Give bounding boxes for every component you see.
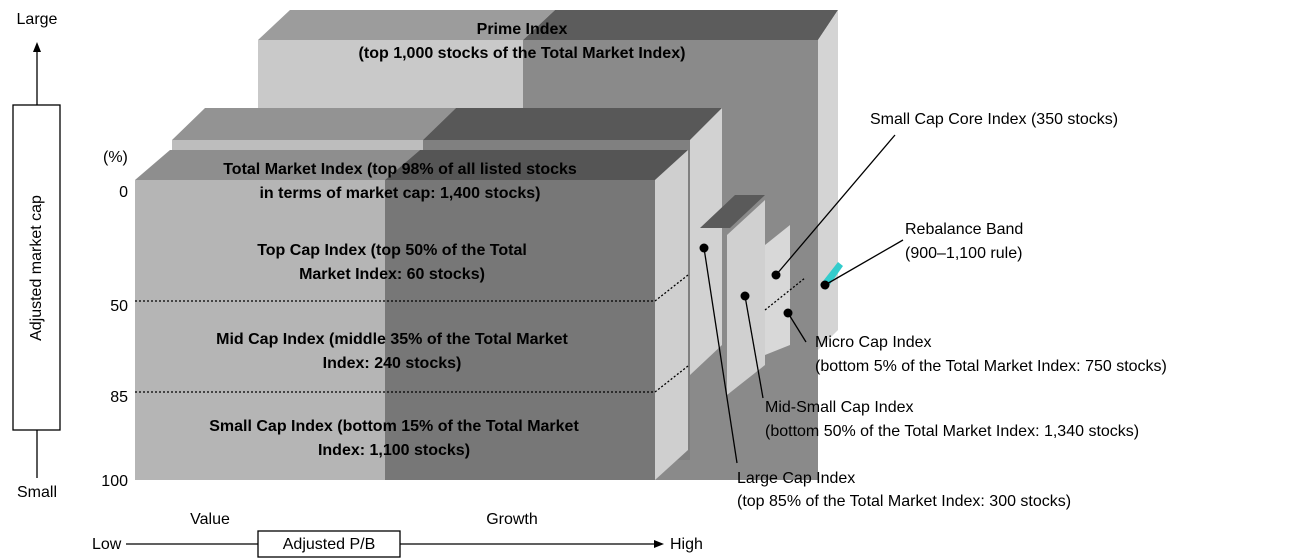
total-market-line: Total Market Index (top 98% of all liste… [223, 161, 577, 178]
axis-low: Low [92, 536, 122, 553]
axis-growth: Growth [486, 511, 538, 528]
prime-desc: (top 1,000 stocks of the Total Market In… [359, 45, 686, 62]
tick-label: 50 [110, 298, 128, 315]
mid-cap-line: Mid Cap Index (middle 35% of the Total M… [216, 331, 568, 348]
small-cap-line: Index: 1,100 stocks) [318, 442, 470, 459]
callout-text: (900–1,100 rule) [905, 245, 1022, 262]
callout-text: Small Cap Core Index (350 stocks) [870, 111, 1118, 128]
axis-value: Value [190, 511, 230, 528]
callout-text: (top 85% of the Total Market Index: 300 … [737, 493, 1071, 510]
leaders [699, 134, 904, 464]
mid-cap-line: Index: 240 stocks) [323, 355, 462, 372]
callout-text: Large Cap Index [737, 470, 855, 487]
tick-label: 85 [110, 389, 128, 406]
axis-top: Large [17, 11, 58, 28]
axis-label: Adjusted market cap [28, 195, 45, 341]
axis-label: Adjusted P/B [283, 536, 376, 553]
callout-text: Rebalance Band [905, 221, 1023, 238]
micro-box [764, 225, 806, 355]
top-cap-line: Market Index: 60 stocks) [299, 266, 485, 283]
tick-label: 100 [101, 473, 128, 490]
axis-high: High [670, 536, 703, 553]
total-market-box [135, 150, 689, 480]
axis-unit: (%) [103, 149, 128, 166]
y-axis: Large Adjusted market cap Small (%) 0 50… [12, 11, 128, 501]
prime-title: Prime Index [477, 21, 568, 38]
axis-bottom: Small [17, 484, 57, 501]
callout-text: Mid-Small Cap Index [765, 399, 914, 416]
small-cap-line: Small Cap Index (bottom 15% of the Total… [209, 418, 579, 435]
callout-text: Micro Cap Index [815, 334, 932, 351]
callout-text: (bottom 50% of the Total Market Index: 1… [765, 423, 1139, 440]
top-cap-line: Top Cap Index (top 50% of the Total [257, 242, 527, 259]
x-axis: Low Adjusted P/B High Value Growth [92, 511, 703, 558]
total-market-line: in terms of market cap: 1,400 stocks) [259, 185, 540, 202]
tick-label: 0 [119, 184, 128, 201]
callout-text: (bottom 5% of the Total Market Index: 75… [815, 358, 1167, 375]
